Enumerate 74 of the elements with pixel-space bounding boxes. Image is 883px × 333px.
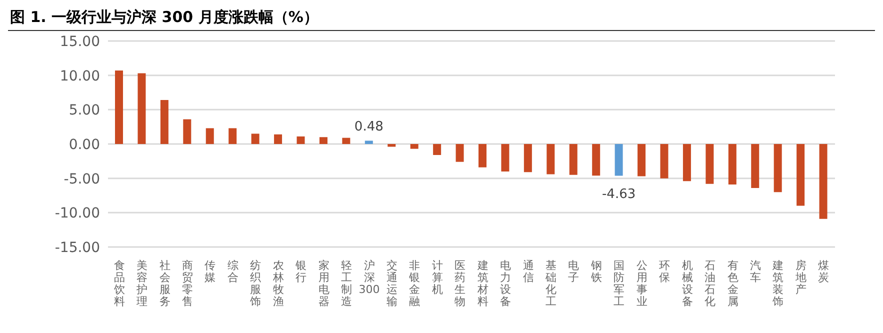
x-tick-label: 通信 <box>522 259 534 284</box>
bar <box>660 144 668 178</box>
x-tick-label: 机械设备 <box>682 259 693 308</box>
bar <box>410 144 418 149</box>
x-tick-label: 电子 <box>568 259 580 284</box>
bar <box>274 134 282 144</box>
x-tick-label: 非银金融 <box>408 259 420 308</box>
data-label: 0.48 <box>354 120 384 135</box>
x-tick-label: 环保 <box>659 259 670 284</box>
bar <box>206 128 214 144</box>
x-tick-label: 社会服务 <box>159 259 170 308</box>
y-tick-label: -5.00 <box>64 171 100 188</box>
bar <box>183 119 192 144</box>
y-tick-label: 10.00 <box>60 68 100 84</box>
bar <box>296 136 305 144</box>
bar <box>342 138 350 144</box>
bar <box>251 134 260 144</box>
bar <box>796 144 805 206</box>
x-tick-label: 轻工制造 <box>341 259 352 308</box>
x-tick-label: 美容护理 <box>136 259 148 308</box>
x-tick-label: 纺织服饰 <box>249 259 262 308</box>
x-tick-label: 交通运输 <box>386 259 398 308</box>
bar <box>819 144 828 219</box>
x-tick-label: 有色金属 <box>727 259 738 308</box>
x-tick-label: 房地产 <box>794 259 806 296</box>
x-tick-label: 公用事业 <box>636 259 648 308</box>
chart-title: 图 1. 一级行业与沪深 300 月度涨跌幅（%） <box>8 8 875 31</box>
bar <box>138 73 146 144</box>
x-tick-label: 农林牧渔 <box>272 259 284 308</box>
bar <box>433 144 442 155</box>
x-tick-label: 综合 <box>227 259 238 284</box>
x-tick-label: 传媒 <box>204 259 216 284</box>
bar <box>774 144 782 192</box>
bar <box>751 144 760 188</box>
bar <box>546 144 555 174</box>
bar <box>115 70 123 144</box>
y-tick-label: -10.00 <box>54 206 100 222</box>
x-tick-label: 计算机 <box>432 259 443 296</box>
x-tick-label: 建筑材料 <box>476 259 488 308</box>
y-tick-label: 15.00 <box>60 34 100 50</box>
bar <box>614 144 623 176</box>
bar <box>501 144 510 172</box>
bar <box>569 144 578 175</box>
bar <box>592 144 600 176</box>
bar <box>160 100 168 144</box>
x-tick-label: 煤炭 <box>818 259 830 284</box>
x-tick-label: 食品饮料 <box>112 259 125 308</box>
bar <box>728 144 736 185</box>
x-tick-label: 石油石化 <box>704 259 716 308</box>
bar <box>319 137 328 144</box>
x-tick-label: 医药生物 <box>454 259 466 308</box>
bar <box>638 144 646 176</box>
x-tick-label: 国防军工 <box>614 259 625 308</box>
x-tick-label: 建筑装饰 <box>772 259 784 308</box>
bar <box>706 144 714 184</box>
bar <box>388 144 396 147</box>
bar <box>228 128 237 144</box>
y-tick-label: 0.00 <box>68 136 100 153</box>
x-tick-label: 商贸零售 <box>182 259 194 308</box>
bar <box>478 144 486 168</box>
x-tick-label: 汽车 <box>750 259 761 284</box>
x-tick-label: 沪深300 <box>358 259 380 296</box>
x-tick-label: 家用电器 <box>318 259 330 308</box>
bar <box>456 144 464 162</box>
x-tick-label: 银行 <box>294 259 307 284</box>
y-tick-label: 5.00 <box>68 102 100 119</box>
x-tick-label: 钢铁 <box>590 259 602 284</box>
bar <box>364 140 373 144</box>
x-tick-label: 基础化工 <box>544 259 557 308</box>
x-tick-label: 电力设备 <box>500 259 512 308</box>
bar <box>682 144 691 182</box>
bar <box>524 144 532 172</box>
y-tick-label: -15.00 <box>54 240 100 256</box>
data-label: -4.63 <box>602 186 636 202</box>
